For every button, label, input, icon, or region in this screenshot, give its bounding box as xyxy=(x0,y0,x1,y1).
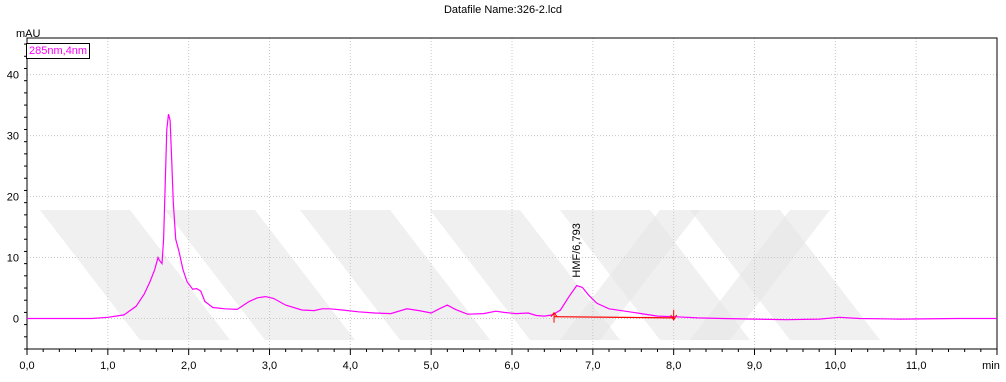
y-tick-label: 0 xyxy=(13,314,19,326)
integration-baseline xyxy=(554,316,674,319)
y-tick-label: 30 xyxy=(7,131,19,143)
x-tick-label: 11,0 xyxy=(906,360,927,372)
x-tick-label: 2,0 xyxy=(181,360,196,372)
x-tick-label: 6,0 xyxy=(504,360,519,372)
watermark-shape xyxy=(40,210,230,340)
y-tick-label: 40 xyxy=(7,70,19,82)
watermark-shape xyxy=(560,210,750,340)
y-axis-unit: mAU xyxy=(16,28,41,40)
chromatogram-trace xyxy=(27,114,997,321)
x-tick-label: 8,0 xyxy=(666,360,681,372)
x-tick-label: 0,0 xyxy=(19,360,34,372)
watermark-shape xyxy=(560,210,700,340)
watermark-shape xyxy=(430,210,620,340)
legend: 285nm,4nm xyxy=(26,43,91,59)
x-axis-unit: min xyxy=(982,360,1000,372)
x-tick-label: 7,0 xyxy=(585,360,600,372)
chart-title: Datafile Name:326-2.lcd xyxy=(443,4,562,16)
peak-label: HMF/6,793 xyxy=(571,223,583,277)
x-tick-label: 4,0 xyxy=(343,360,358,372)
peak-start-marker xyxy=(550,311,558,323)
watermark-shape xyxy=(690,210,880,340)
x-tick-label: 9,0 xyxy=(747,360,762,372)
x-tick-label: 1,0 xyxy=(100,360,115,372)
watermark-shape xyxy=(690,210,830,340)
x-tick-label: 5,0 xyxy=(424,360,439,372)
peak-end-marker xyxy=(670,309,678,321)
x-tick-label: 10,0 xyxy=(825,360,846,372)
x-tick-label: 3,0 xyxy=(262,360,277,372)
y-tick-label: 10 xyxy=(7,253,19,265)
watermark-shape xyxy=(165,210,355,340)
y-tick-label: 20 xyxy=(7,192,19,204)
